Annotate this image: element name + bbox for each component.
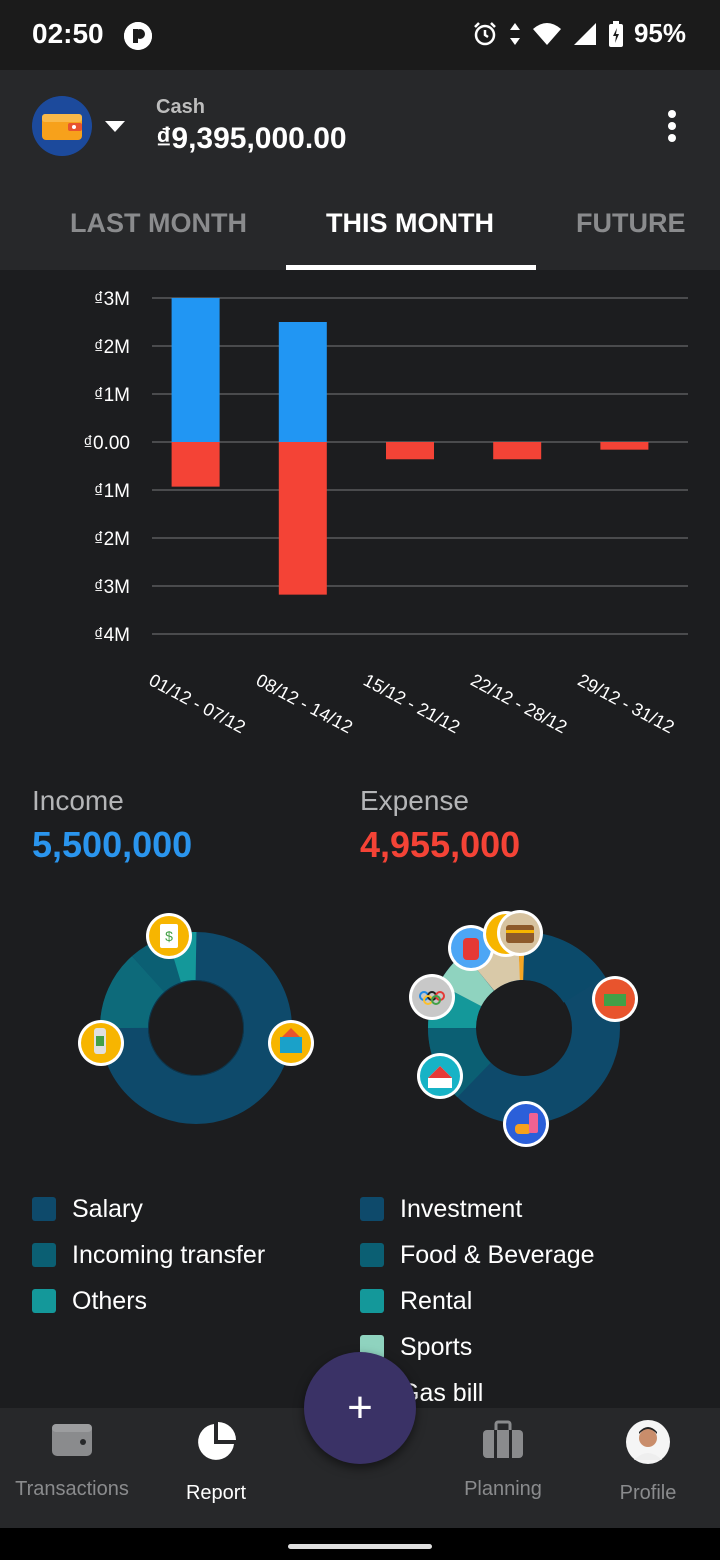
- legend-swatch: [360, 1289, 384, 1313]
- income-value: 5,500,000: [32, 824, 193, 865]
- rental-icon: [417, 1053, 463, 1099]
- expense-bar: [171, 442, 220, 487]
- wallet-balance: ₫9,395,000.00: [156, 122, 347, 155]
- pie-chart-icon: [198, 1422, 236, 1460]
- legend-swatch: [32, 1243, 56, 1267]
- income-legend: Salary Incoming transfer Others: [32, 1186, 265, 1324]
- x-tick-label: 29/12 - 31/12: [575, 670, 678, 737]
- legend-item-incoming-transfer[interactable]: Incoming transfer: [32, 1232, 265, 1278]
- income-label: Income: [32, 785, 124, 816]
- money-icon: [592, 976, 638, 1022]
- status-bar: [0, 0, 720, 70]
- legend-item-rental[interactable]: Rental: [360, 1278, 595, 1324]
- y-tick-label: ₫3M: [94, 577, 130, 598]
- legend-item-salary[interactable]: Salary: [32, 1186, 265, 1232]
- legend-swatch: [32, 1197, 56, 1221]
- nav-transactions[interactable]: Transactions: [0, 1420, 144, 1501]
- income-bar: [278, 322, 327, 442]
- treasure-icon: [497, 910, 543, 956]
- legend-item-food-beverage[interactable]: Food & Beverage: [360, 1232, 595, 1278]
- legend-label: Salary: [72, 1194, 143, 1223]
- tab-this-month[interactable]: THIS MONTH: [326, 208, 494, 238]
- wallet-dropdown-icon[interactable]: [105, 121, 125, 132]
- battery-icon: [608, 20, 623, 47]
- y-tick-label: ₫4M: [94, 625, 130, 646]
- header: [0, 70, 720, 270]
- legend-item-investment[interactable]: Investment: [360, 1186, 595, 1232]
- x-tick-label: 08/12 - 14/12: [253, 670, 356, 737]
- weekly-bar-chart: ₫3M ₫2M ₫1M ₫0.00 ₫1M ₫2M ₫3M ₫4M 01/12 - 07/12 0…: [0, 270, 720, 760]
- gas-bill-icon: [448, 925, 494, 971]
- alarm-icon: [474, 21, 496, 45]
- food-beverage-icon: [503, 1101, 549, 1147]
- x-tick-label: 01/12 - 07/12: [146, 670, 249, 737]
- income-bar: [171, 298, 220, 442]
- expense-label: Expense: [360, 785, 469, 816]
- legend-label: Sports: [400, 1332, 473, 1361]
- nav-label: Transactions: [15, 1478, 129, 1500]
- expense-donut-chart[interactable]: [384, 900, 664, 1160]
- legend-label: Incoming transfer: [72, 1240, 266, 1269]
- legend-item-others[interactable]: Others: [32, 1278, 265, 1324]
- legend-swatch: [360, 1243, 384, 1267]
- expense-bar: [493, 442, 542, 460]
- legend-label: Rental: [400, 1286, 473, 1315]
- nav-profile[interactable]: Profile: [576, 1420, 720, 1505]
- more-options-icon[interactable]: [660, 106, 684, 146]
- expense-bar: [600, 442, 649, 450]
- nav-label: Report: [185, 1482, 247, 1504]
- gift-icon: [268, 1020, 314, 1066]
- legend-item-sports[interactable]: Sports: [360, 1324, 595, 1370]
- y-tick-label: ₫2M: [94, 529, 130, 550]
- y-tick-label: ₫1M: [94, 385, 130, 406]
- wallet-icon[interactable]: [32, 96, 92, 156]
- legend-swatch: [360, 1197, 384, 1221]
- active-tab-indicator: [286, 265, 536, 270]
- legend-label: Others: [72, 1286, 148, 1315]
- bill-icon: $: [146, 913, 192, 959]
- salary-icon: [78, 1020, 124, 1066]
- expense-value: 4,955,000: [360, 824, 521, 865]
- nav-label: Profile: [619, 1482, 677, 1504]
- wallet-name: Cash: [156, 96, 205, 118]
- y-tick-label: ₫0.00: [83, 433, 130, 454]
- nav-label: Planning: [464, 1478, 542, 1500]
- briefcase-icon: [483, 1420, 523, 1458]
- legend-label: Investment: [400, 1194, 523, 1223]
- wifi-icon: [532, 22, 561, 45]
- x-tick-label: 22/12 - 28/12: [467, 670, 570, 737]
- tab-future[interactable]: FUTURE: [576, 208, 686, 238]
- plus-icon: +: [347, 1383, 373, 1432]
- tab-last-month[interactable]: LAST MONTH: [70, 208, 247, 238]
- x-tick-label: 15/12 - 21/12: [360, 670, 463, 737]
- legend-swatch: [32, 1289, 56, 1313]
- income-donut-chart[interactable]: $: [56, 900, 336, 1160]
- nav-planning[interactable]: Planning: [431, 1420, 575, 1501]
- status-icons: 95%: [472, 18, 686, 49]
- expense-bar: [386, 442, 434, 460]
- add-transaction-button[interactable]: +: [304, 1352, 416, 1464]
- wallet-nav-icon: [52, 1424, 92, 1456]
- expense-bar: [278, 442, 327, 595]
- status-time: 02:50: [32, 18, 104, 49]
- nav-report[interactable]: Report: [144, 1420, 288, 1505]
- battery-percent: 95%: [633, 18, 686, 48]
- y-tick-label: ₫3M: [94, 289, 130, 310]
- legend-label: Food & Beverage: [400, 1240, 595, 1269]
- data-arrows-icon: [509, 22, 520, 45]
- y-tick-label: ₫2M: [94, 337, 130, 358]
- avatar: [626, 1420, 670, 1464]
- home-indicator[interactable]: [288, 1544, 432, 1549]
- y-tick-label: ₫1M: [94, 481, 130, 502]
- svg-text:$: $: [165, 928, 173, 944]
- signal-icon: [573, 22, 596, 45]
- app-notification-icon: [124, 22, 152, 50]
- sports-icon: [409, 974, 455, 1020]
